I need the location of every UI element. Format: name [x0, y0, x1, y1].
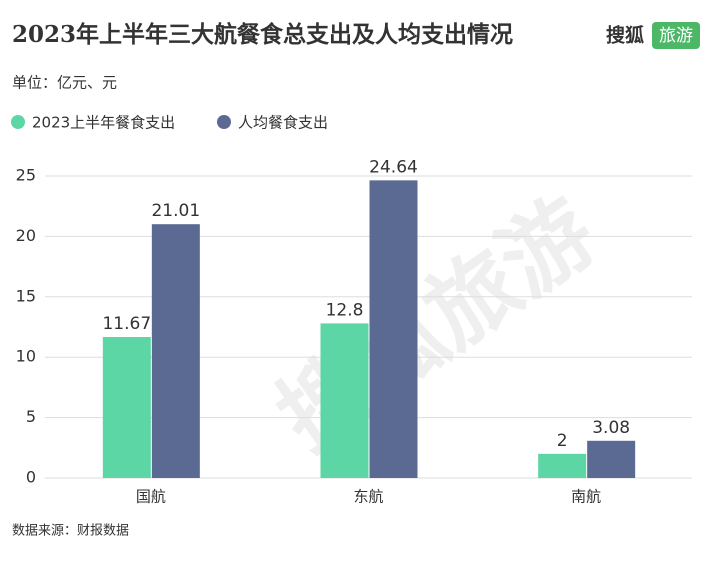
y-tick-label: 5: [26, 407, 36, 426]
logo-brand: 搜狐: [606, 24, 644, 47]
bar: [538, 453, 587, 478]
bar: [320, 323, 369, 478]
y-tick-label: 25: [16, 166, 36, 185]
data-label: 24.64: [369, 157, 418, 177]
bar: [369, 180, 418, 478]
legend-label: 2023上半年餐食支出: [32, 114, 175, 132]
bar: [151, 224, 200, 478]
subtitle: 单位：亿元、元: [12, 74, 117, 92]
x-tick-label: 南航: [571, 488, 601, 506]
data-label: 11.67: [102, 314, 151, 334]
legend-marker: [11, 115, 25, 129]
y-tick-label: 0: [26, 468, 36, 487]
y-tick-label: 20: [16, 226, 36, 245]
x-tick-label: 东航: [353, 488, 383, 506]
data-label: 21.01: [151, 201, 200, 221]
y-tick-label: 10: [16, 347, 36, 366]
bar: [102, 337, 151, 478]
legend-marker: [217, 115, 231, 129]
bar: [587, 440, 636, 478]
data-label: 2: [557, 431, 568, 451]
logo-channel: 旅游: [659, 26, 693, 46]
x-tick-label: 国航: [136, 488, 166, 506]
data-label: 12.8: [326, 300, 364, 320]
source-note: 数据来源：财报数据: [12, 524, 129, 539]
logo-badge: [652, 22, 700, 49]
data-label: 3.08: [592, 418, 630, 438]
legend-label: 人均餐食支出: [238, 114, 328, 132]
chart-title: 2023年上半年三大航餐食总支出及人均支出情况: [12, 21, 513, 48]
y-tick-label: 15: [16, 286, 36, 305]
